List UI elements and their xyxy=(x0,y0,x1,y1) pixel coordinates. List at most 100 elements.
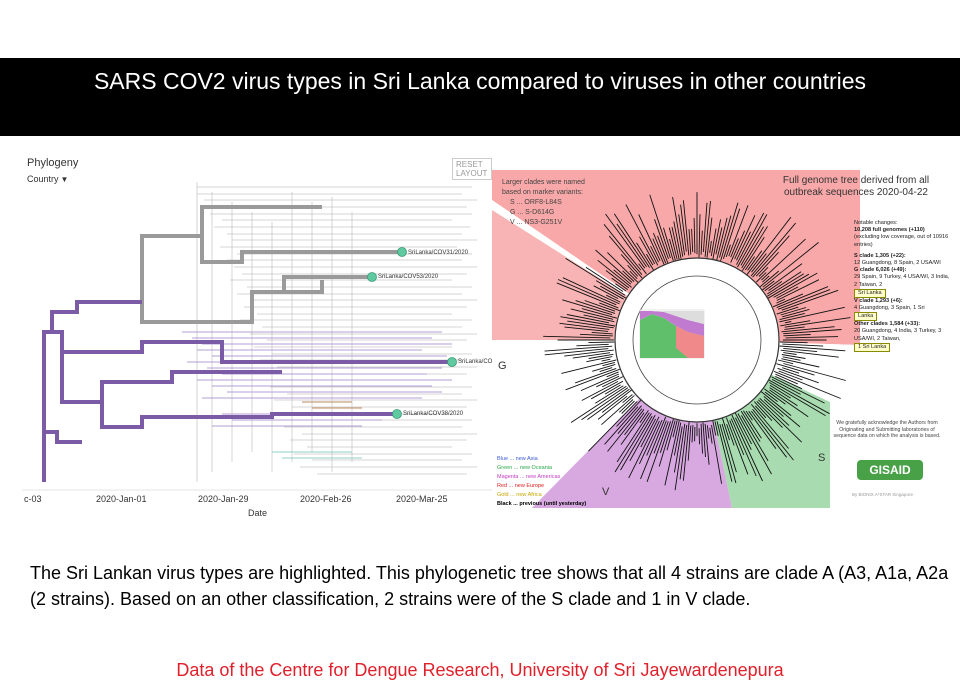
clade-definition-note: Larger clades were named based on marker… xyxy=(502,178,585,228)
tree-branch xyxy=(735,231,752,261)
tree-branch xyxy=(565,368,621,391)
acknowledgement-text: We gratefully acknowledge the Authors fr… xyxy=(833,420,941,440)
tree-branch xyxy=(779,312,805,321)
tree-branch xyxy=(605,270,630,289)
tree-branch xyxy=(583,314,615,323)
color-by-dropdown[interactable]: Country ▼ xyxy=(27,174,68,184)
tree-branch xyxy=(750,222,796,277)
tree-branch xyxy=(709,427,713,444)
tree-branch xyxy=(784,321,792,324)
tree-branch xyxy=(664,420,680,486)
tree-branch xyxy=(767,273,805,297)
tree-branch xyxy=(755,251,779,277)
tree-branch xyxy=(621,400,635,414)
tree-branch xyxy=(780,320,811,327)
tree-branch xyxy=(638,214,661,261)
tree-branch xyxy=(730,418,757,477)
tree-branch xyxy=(777,289,831,310)
credit-text: By BIONIX A*STAR Singapore xyxy=(852,492,913,497)
tree-branch xyxy=(556,282,619,309)
other-clade-detail: 20 Guangdong, 4 India, 3 Turkey, 3 USA/W… xyxy=(854,328,942,342)
tree-branch xyxy=(782,367,800,374)
tree-branch xyxy=(613,269,632,285)
tree-branch xyxy=(640,418,656,448)
tree-branch xyxy=(600,285,624,300)
tree-branch xyxy=(653,420,667,454)
legend-entry: Magenta ... new Americas xyxy=(497,474,561,480)
tree-branch xyxy=(620,415,653,471)
tree-branch xyxy=(734,412,752,445)
tree-branch xyxy=(601,395,635,426)
tree-branch xyxy=(730,238,739,258)
x-tick-label: 2020-Jan-01 xyxy=(96,494,147,504)
tree-branch xyxy=(740,226,764,266)
tree-branch xyxy=(746,216,792,276)
tree-branch xyxy=(588,401,638,452)
strain-label: SriLanka/COV31/2020 xyxy=(408,250,469,256)
tree-branch xyxy=(588,341,615,344)
tree-branch xyxy=(601,389,632,413)
tree-branch xyxy=(673,221,682,259)
tree-branch xyxy=(779,345,846,352)
tree-branch xyxy=(757,399,803,443)
tree-branch xyxy=(618,399,634,413)
tree-branch xyxy=(586,356,613,363)
tree-branch xyxy=(606,294,621,303)
tree-branch xyxy=(702,202,708,253)
tree-branch xyxy=(769,387,798,407)
tree-branch xyxy=(776,363,815,376)
tree-branch xyxy=(544,348,609,356)
tree-branch xyxy=(628,416,660,479)
tree-branch xyxy=(710,228,717,257)
tree-branch xyxy=(646,421,669,482)
reset-layout-button[interactable]: RESET LAYOUT xyxy=(452,158,492,180)
tree-branch xyxy=(672,197,684,257)
tree-branch xyxy=(608,235,643,275)
tree-branch xyxy=(565,258,626,296)
tree-branch xyxy=(700,230,703,255)
tree-branch xyxy=(570,308,614,320)
s-clade-detail: 12 Guangdong, 8 Spain, 2 USA/WI xyxy=(854,260,941,267)
gisaid-logo: GISAID xyxy=(857,460,923,480)
tree-branch xyxy=(729,420,745,456)
tree-branch xyxy=(779,306,845,323)
notable-changes: Notable changes: 10,208 full genomes (+1… xyxy=(854,220,950,352)
tree-branch xyxy=(781,289,839,311)
tree-branch xyxy=(629,414,656,462)
tree-branch xyxy=(706,217,713,258)
tree-branch xyxy=(640,416,667,480)
legend-entry: Red ... new Europe xyxy=(497,483,545,489)
tree-branch xyxy=(599,302,620,312)
tree-branch xyxy=(616,223,647,268)
radial-tree-panel: Larger clades were named based on marker… xyxy=(492,170,950,508)
tree-branch xyxy=(646,419,663,456)
tree-branch xyxy=(574,367,617,384)
tree-branch xyxy=(747,250,763,271)
tree-branch xyxy=(750,404,789,449)
tree-branch xyxy=(671,226,680,260)
tree-branch xyxy=(737,413,772,475)
tree-branch xyxy=(566,314,610,324)
radial-tree xyxy=(492,170,860,508)
caption-text: The Sri Lankan virus types are highlight… xyxy=(30,563,949,609)
tree-branch xyxy=(740,410,761,442)
tree-branch xyxy=(590,380,624,400)
tree-branch xyxy=(679,424,688,480)
v-clade-count: V clade 1,293 (+6): xyxy=(854,297,903,304)
phylogeny-tree xyxy=(22,182,492,491)
tree-branch xyxy=(769,382,826,416)
tree-branch xyxy=(759,270,780,288)
tree-branch xyxy=(593,285,619,299)
tree-branch xyxy=(617,405,642,434)
tree-branch xyxy=(763,399,784,417)
legend-entry: Black ... previous (until yesterday) xyxy=(497,501,587,507)
tree-branch xyxy=(687,425,692,461)
tree-branch xyxy=(754,405,767,419)
tree-branch xyxy=(763,388,786,405)
tree-branch xyxy=(605,213,646,269)
tree-branch xyxy=(682,200,690,256)
tree-branch xyxy=(764,391,778,402)
strain-label: SriLanka/COV53/2020 xyxy=(378,274,439,280)
tree-branch xyxy=(564,349,614,357)
tree-branch xyxy=(557,279,617,306)
